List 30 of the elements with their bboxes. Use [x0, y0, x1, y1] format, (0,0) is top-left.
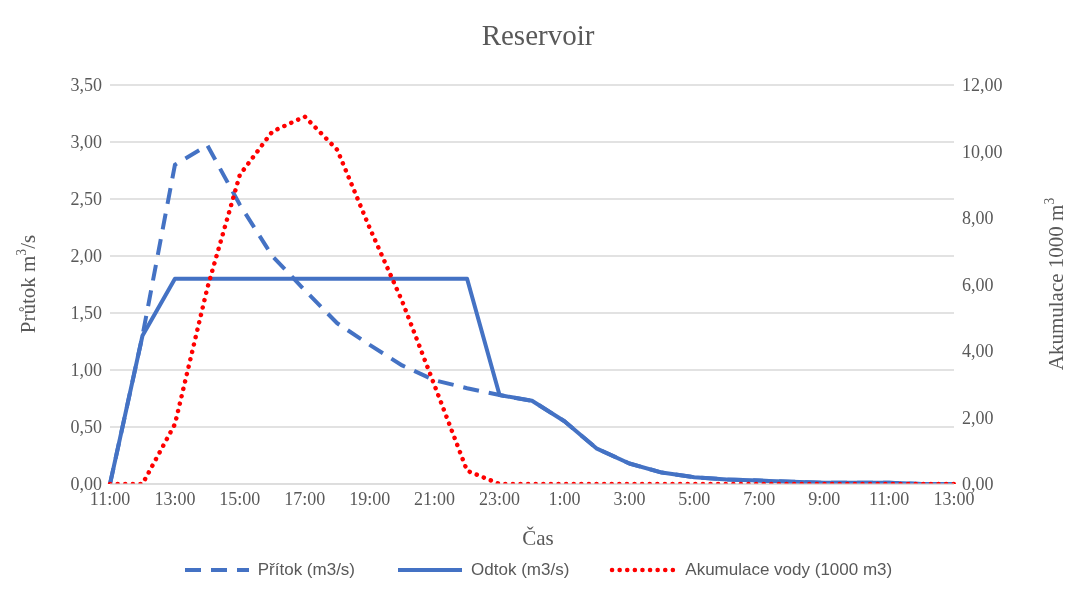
y2-tick-label: 2,00 — [962, 407, 994, 428]
x-tick-label: 19:00 — [349, 488, 391, 509]
y2-tick-label: 8,00 — [962, 208, 994, 229]
y-tick-label: 3,50 — [70, 75, 102, 96]
legend-label: Přítok (m3/s) — [257, 560, 356, 580]
y-tick-label: 1,50 — [70, 303, 102, 324]
y2-tick-label: 10,00 — [962, 141, 1003, 162]
y-tick-label: 2,00 — [70, 246, 102, 267]
x-tick-label: 13:00 — [154, 488, 196, 509]
x-tick-label: 17:00 — [284, 488, 326, 509]
y-tick-label: 3,00 — [70, 132, 102, 153]
x-tick-label: 15:00 — [219, 488, 261, 509]
x-tick-label: 9:00 — [808, 488, 841, 509]
y2-tick-label: 6,00 — [962, 274, 994, 295]
y-tick-label: 1,00 — [70, 360, 102, 381]
x-tick-label: 5:00 — [678, 488, 711, 509]
x-tick-label: 3:00 — [613, 488, 646, 509]
chart-title: Reservoir — [481, 18, 595, 51]
legend-label: Odtok (m3/s) — [471, 560, 570, 580]
x-tick-label: 11:00 — [868, 488, 910, 509]
x-tick-label: 23:00 — [479, 488, 521, 509]
x-axis-title: Čas — [522, 525, 554, 550]
y2-tick-label: 4,00 — [962, 341, 994, 362]
x-tick-label: 1:00 — [548, 488, 581, 509]
y2-tick-label: 12,00 — [962, 75, 1003, 96]
y-tick-label: 2,50 — [70, 189, 102, 210]
legend-label: Akumulace vody (1000 m3) — [685, 560, 893, 580]
y-tick-label: 0,50 — [70, 417, 102, 438]
x-tick-label: 7:00 — [743, 488, 776, 509]
x-tick-label: 21:00 — [414, 488, 456, 509]
